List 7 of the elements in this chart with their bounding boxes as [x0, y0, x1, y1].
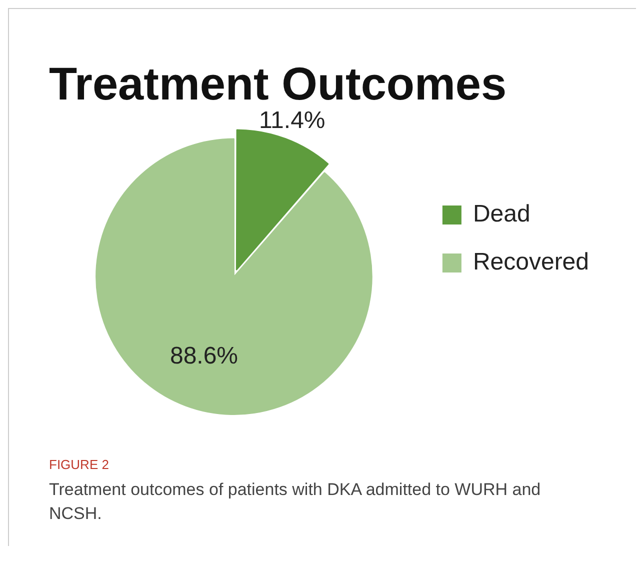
chart-title: Treatment Outcomes	[49, 57, 507, 110]
text: Treatment outcomes of patients with DKA admitted to WURH and NCSH.	[49, 479, 542, 525]
data-label: 88.6%	[170, 342, 238, 370]
caption: FIGURE 2	[49, 457, 110, 472]
legend-label: Dead	[472, 200, 530, 228]
data-label: 11.4%	[258, 106, 326, 134]
legend-label: Recovered	[472, 248, 589, 276]
